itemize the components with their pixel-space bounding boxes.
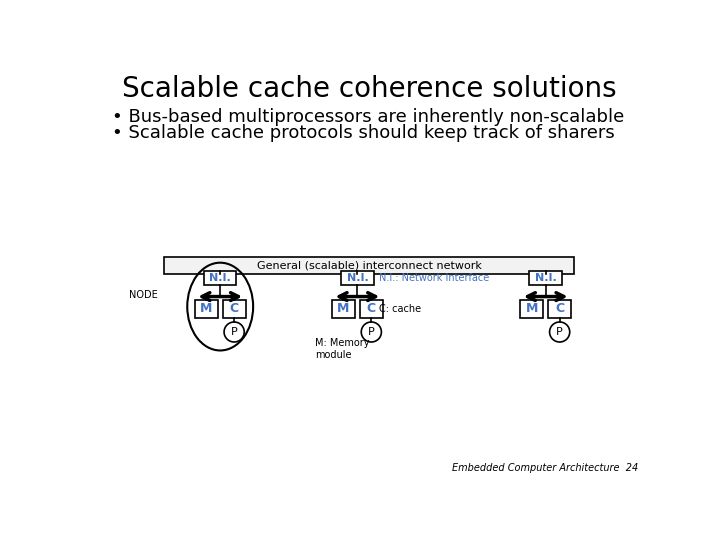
Text: M: Memory
module: M: Memory module [315,338,369,360]
Text: P: P [368,327,374,337]
Text: P: P [231,327,238,337]
Text: N.I.: N.I. [535,273,557,283]
Text: Embedded Computer Architecture  24: Embedded Computer Architecture 24 [452,463,639,473]
Bar [360,300,383,318]
Text: NODE: NODE [130,289,158,300]
Text: • Bus-based multiprocessors are inherently non-scalable: • Bus-based multiprocessors are inherent… [112,108,624,126]
Text: N.I.: N.I. [210,273,231,283]
Bar [204,271,236,285]
Text: M: M [337,302,350,315]
Text: M: M [200,302,212,315]
Text: General (scalable) interconnect network: General (scalable) interconnect network [256,261,482,271]
Text: N.I.: Network Interface: N.I.: Network Interface [379,273,490,283]
Text: M: M [526,302,538,315]
Bar [520,300,544,318]
Text: C: cache: C: cache [379,304,421,314]
Bar [529,271,562,285]
Bar [548,300,571,318]
Circle shape [224,322,244,342]
Bar [332,300,355,318]
Text: Scalable cache coherence solutions: Scalable cache coherence solutions [122,76,616,104]
Text: C: C [366,302,376,315]
Circle shape [361,322,382,342]
Bar [163,257,575,274]
Text: • Scalable cache protocols should keep track of sharers: • Scalable cache protocols should keep t… [112,124,614,141]
Text: P: P [557,327,563,337]
Text: C: C [230,302,239,315]
Bar [194,300,218,318]
Bar [222,300,246,318]
Text: C: C [555,302,564,315]
Text: N.I.: N.I. [346,273,368,283]
Circle shape [549,322,570,342]
Bar [341,271,374,285]
